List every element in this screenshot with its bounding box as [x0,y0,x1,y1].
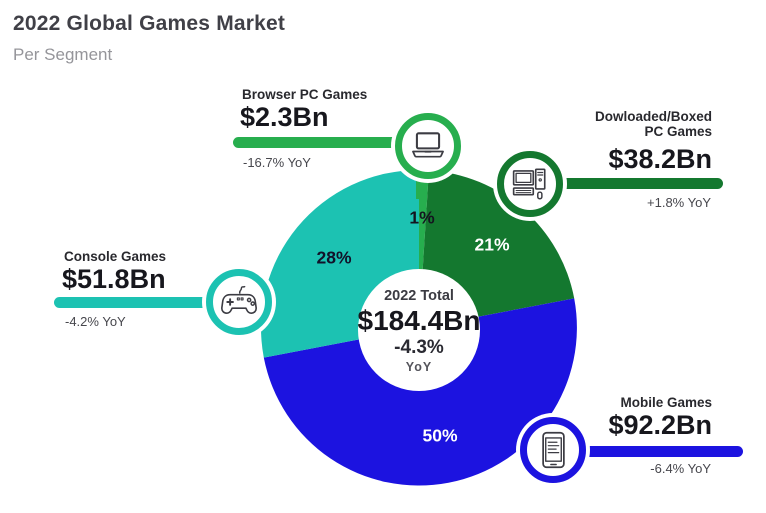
gamepad-icon [221,285,257,314]
page-title: 2022 Global Games Market [13,12,286,35]
browser-segment-badge [395,113,461,179]
segment-percent-label-console: 28% [316,247,352,268]
connector-bar-mobile [553,446,743,457]
connector-bar-browser [233,137,429,148]
callout-yoy-console: -4.2% YoY [65,314,126,329]
callout-value-console: $51.8Bn [62,264,166,294]
connector-stem-browser [416,172,425,199]
callout-label-downloaded: Dowloaded/Boxed PC Games [595,109,712,139]
segment-percent-label-browser: 1% [409,207,435,228]
callout-label-console: Console Games [64,249,167,264]
connector-bar-downloaded [530,178,723,189]
callout-yoy-browser: -16.7% YoY [243,155,311,170]
callout-label-browser: Browser PC Games [242,87,368,102]
callout-value-downloaded: $38.2Bn [608,144,712,174]
callout-value-mobile: $92.2Bn [608,410,712,440]
page-subtitle: Per Segment [13,45,113,64]
donut-hole [358,269,480,391]
callout-yoy-mobile: -6.4% YoY [650,461,711,476]
desktop-computer-icon [512,168,546,200]
segment-percent-label-mobile: 50% [422,425,458,446]
total-change: -4.3% [394,337,444,359]
donut-center-summary: 2022 Total $184.4Bn -4.3% YoY [354,288,484,374]
pie-segment-mobile [263,298,577,486]
segment-percent-label-downloaded: 21% [474,234,510,255]
total-value: $184.4Bn [357,304,481,336]
callout-label-downloaded-line1: Dowloaded/Boxed [594,109,712,124]
console-segment-badge [206,269,272,335]
smartphone-icon [541,431,565,469]
callout-label-downloaded-line2: PC Games [644,124,712,139]
mobile-segment-badge [520,417,586,483]
donut-chart [261,170,577,486]
connector-bar-console [54,297,240,308]
callout-yoy-downloaded: +1.8% YoY [647,195,711,210]
laptop-icon [412,132,444,158]
total-change-unit: YoY [405,360,433,375]
callout-label-mobile: Mobile Games [620,395,712,410]
downloaded-segment-badge [497,151,563,217]
callout-value-browser: $2.3Bn [240,102,329,132]
total-label: 2022 Total [384,287,454,304]
